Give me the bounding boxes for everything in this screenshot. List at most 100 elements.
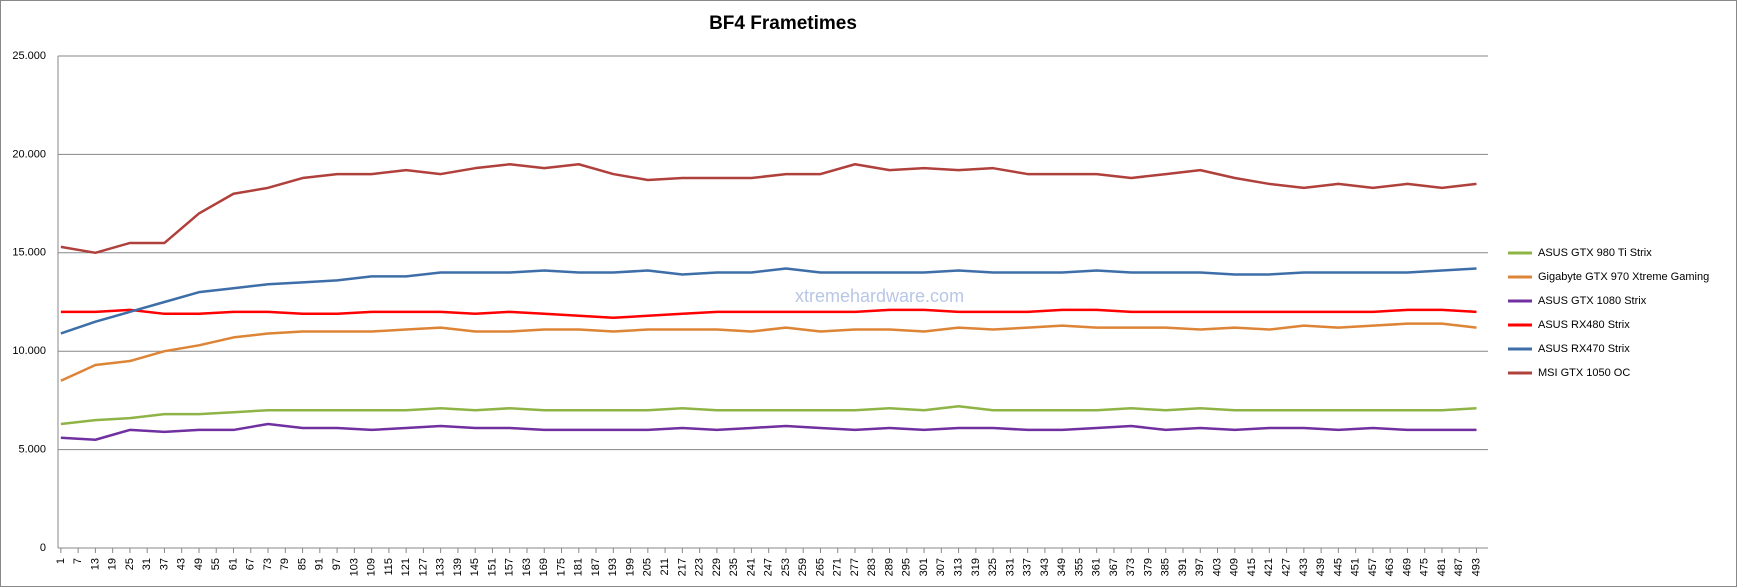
x-tick-label: 103	[348, 558, 360, 576]
x-tick-label: 25	[124, 558, 136, 570]
x-tick-label: 361	[1091, 558, 1103, 576]
x-tick-label: 205	[642, 558, 654, 576]
x-tick-label: 277	[849, 558, 861, 576]
x-tick-label: 367	[1108, 558, 1120, 576]
x-tick-label: 79	[279, 558, 291, 570]
x-tick-label: 73	[262, 558, 274, 570]
x-tick-label: 457	[1367, 558, 1379, 576]
series-line	[60, 405, 1477, 426]
legend-label: Gigabyte GTX 970 Xtreme Gaming	[1538, 271, 1709, 283]
x-tick-label: 187	[590, 558, 602, 576]
x-tick-label: 145	[469, 558, 481, 576]
series-line	[60, 267, 1477, 335]
x-tick-label: 319	[970, 558, 982, 576]
x-tick-label: 295	[901, 558, 913, 576]
x-tick-label: 85	[296, 558, 308, 570]
x-tick-label: 151	[486, 558, 498, 576]
x-tick-label: 139	[452, 558, 464, 576]
x-tick-label: 115	[383, 558, 395, 576]
x-tick-label: 163	[521, 558, 533, 576]
x-tick-label: 283	[866, 558, 878, 576]
x-tick-label: 463	[1384, 558, 1396, 576]
x-tick-label: 445	[1332, 558, 1344, 576]
legend-label: ASUS GTX 1080 Strix	[1538, 295, 1647, 307]
series-line	[60, 422, 1477, 442]
x-tick-label: 421	[1263, 558, 1275, 576]
x-tick-label: 433	[1298, 558, 1310, 576]
x-tick-label: 19	[107, 558, 119, 570]
x-tick-label: 223	[694, 558, 706, 576]
x-tick-label: 13	[89, 558, 101, 570]
x-tick-label: 211	[659, 558, 671, 576]
x-tick-label: 493	[1470, 558, 1482, 576]
x-tick-label: 427	[1280, 558, 1292, 576]
series-line	[60, 322, 1477, 382]
y-tick-label: 5.000	[18, 444, 46, 456]
x-tick-label: 1	[55, 558, 67, 564]
series-line	[60, 308, 1477, 319]
x-tick-label: 61	[227, 558, 239, 570]
x-tick-label: 325	[987, 558, 999, 576]
legend-label: MSI GTX 1050 OC	[1538, 367, 1630, 379]
x-tick-label: 289	[883, 558, 895, 576]
x-tick-label: 253	[780, 558, 792, 576]
x-tick-label: 37	[158, 558, 170, 570]
x-tick-label: 385	[1160, 558, 1172, 576]
x-tick-label: 469	[1401, 558, 1413, 576]
x-tick-label: 97	[331, 558, 343, 570]
watermark: xtremehardware.com	[795, 286, 964, 306]
x-tick-label: 229	[711, 558, 723, 576]
x-tick-label: 475	[1419, 558, 1431, 576]
y-tick-label: 15.000	[12, 247, 46, 259]
x-tick-label: 181	[573, 558, 585, 576]
series-line	[60, 162, 1477, 255]
x-tick-label: 355	[1073, 558, 1085, 576]
x-tick-label: 43	[176, 558, 188, 570]
x-tick-label: 55	[210, 558, 222, 570]
x-tick-label: 217	[676, 558, 688, 576]
x-tick-label: 331	[1004, 558, 1016, 576]
x-tick-label: 109	[366, 558, 378, 576]
y-tick-label: 10.000	[12, 345, 46, 357]
x-tick-label: 157	[504, 558, 516, 576]
x-tick-label: 175	[555, 558, 567, 576]
x-tick-label: 271	[832, 558, 844, 576]
x-tick-label: 337	[1022, 558, 1034, 576]
x-tick-label: 349	[1056, 558, 1068, 576]
legend-label: ASUS GTX 980 Ti Strix	[1538, 247, 1652, 259]
x-tick-label: 31	[141, 558, 153, 570]
x-tick-label: 373	[1125, 558, 1137, 576]
x-tick-label: 127	[417, 558, 429, 576]
x-tick-label: 67	[245, 558, 257, 570]
x-tick-label: 235	[728, 558, 740, 576]
x-tick-label: 451	[1350, 558, 1362, 576]
x-tick-label: 313	[952, 558, 964, 576]
y-tick-label: 20.000	[12, 148, 46, 160]
x-tick-label: 481	[1436, 558, 1448, 576]
x-tick-label: 391	[1177, 558, 1189, 576]
y-tick-label: 25.000	[12, 50, 46, 62]
x-tick-label: 247	[763, 558, 775, 576]
y-tick-label: 0	[40, 542, 46, 554]
x-tick-label: 403	[1211, 558, 1223, 576]
x-tick-label: 121	[400, 558, 412, 576]
x-tick-label: 487	[1453, 558, 1465, 576]
x-tick-label: 49	[193, 558, 205, 570]
x-tick-label: 199	[624, 558, 636, 576]
x-tick-label: 379	[1142, 558, 1154, 576]
x-tick-label: 7	[72, 558, 84, 564]
x-tick-label: 301	[918, 558, 930, 576]
x-tick-label: 133	[435, 558, 447, 576]
x-tick-label: 241	[745, 558, 757, 576]
x-tick-label: 265	[814, 558, 826, 576]
x-tick-label: 439	[1315, 558, 1327, 576]
x-tick-label: 343	[1039, 558, 1051, 576]
x-tick-label: 91	[314, 558, 326, 570]
x-tick-label: 409	[1229, 558, 1241, 576]
legend-label: ASUS RX470 Strix	[1538, 343, 1630, 355]
x-tick-label: 307	[935, 558, 947, 576]
legend-label: ASUS RX480 Strix	[1538, 319, 1630, 331]
x-tick-label: 415	[1246, 558, 1258, 576]
